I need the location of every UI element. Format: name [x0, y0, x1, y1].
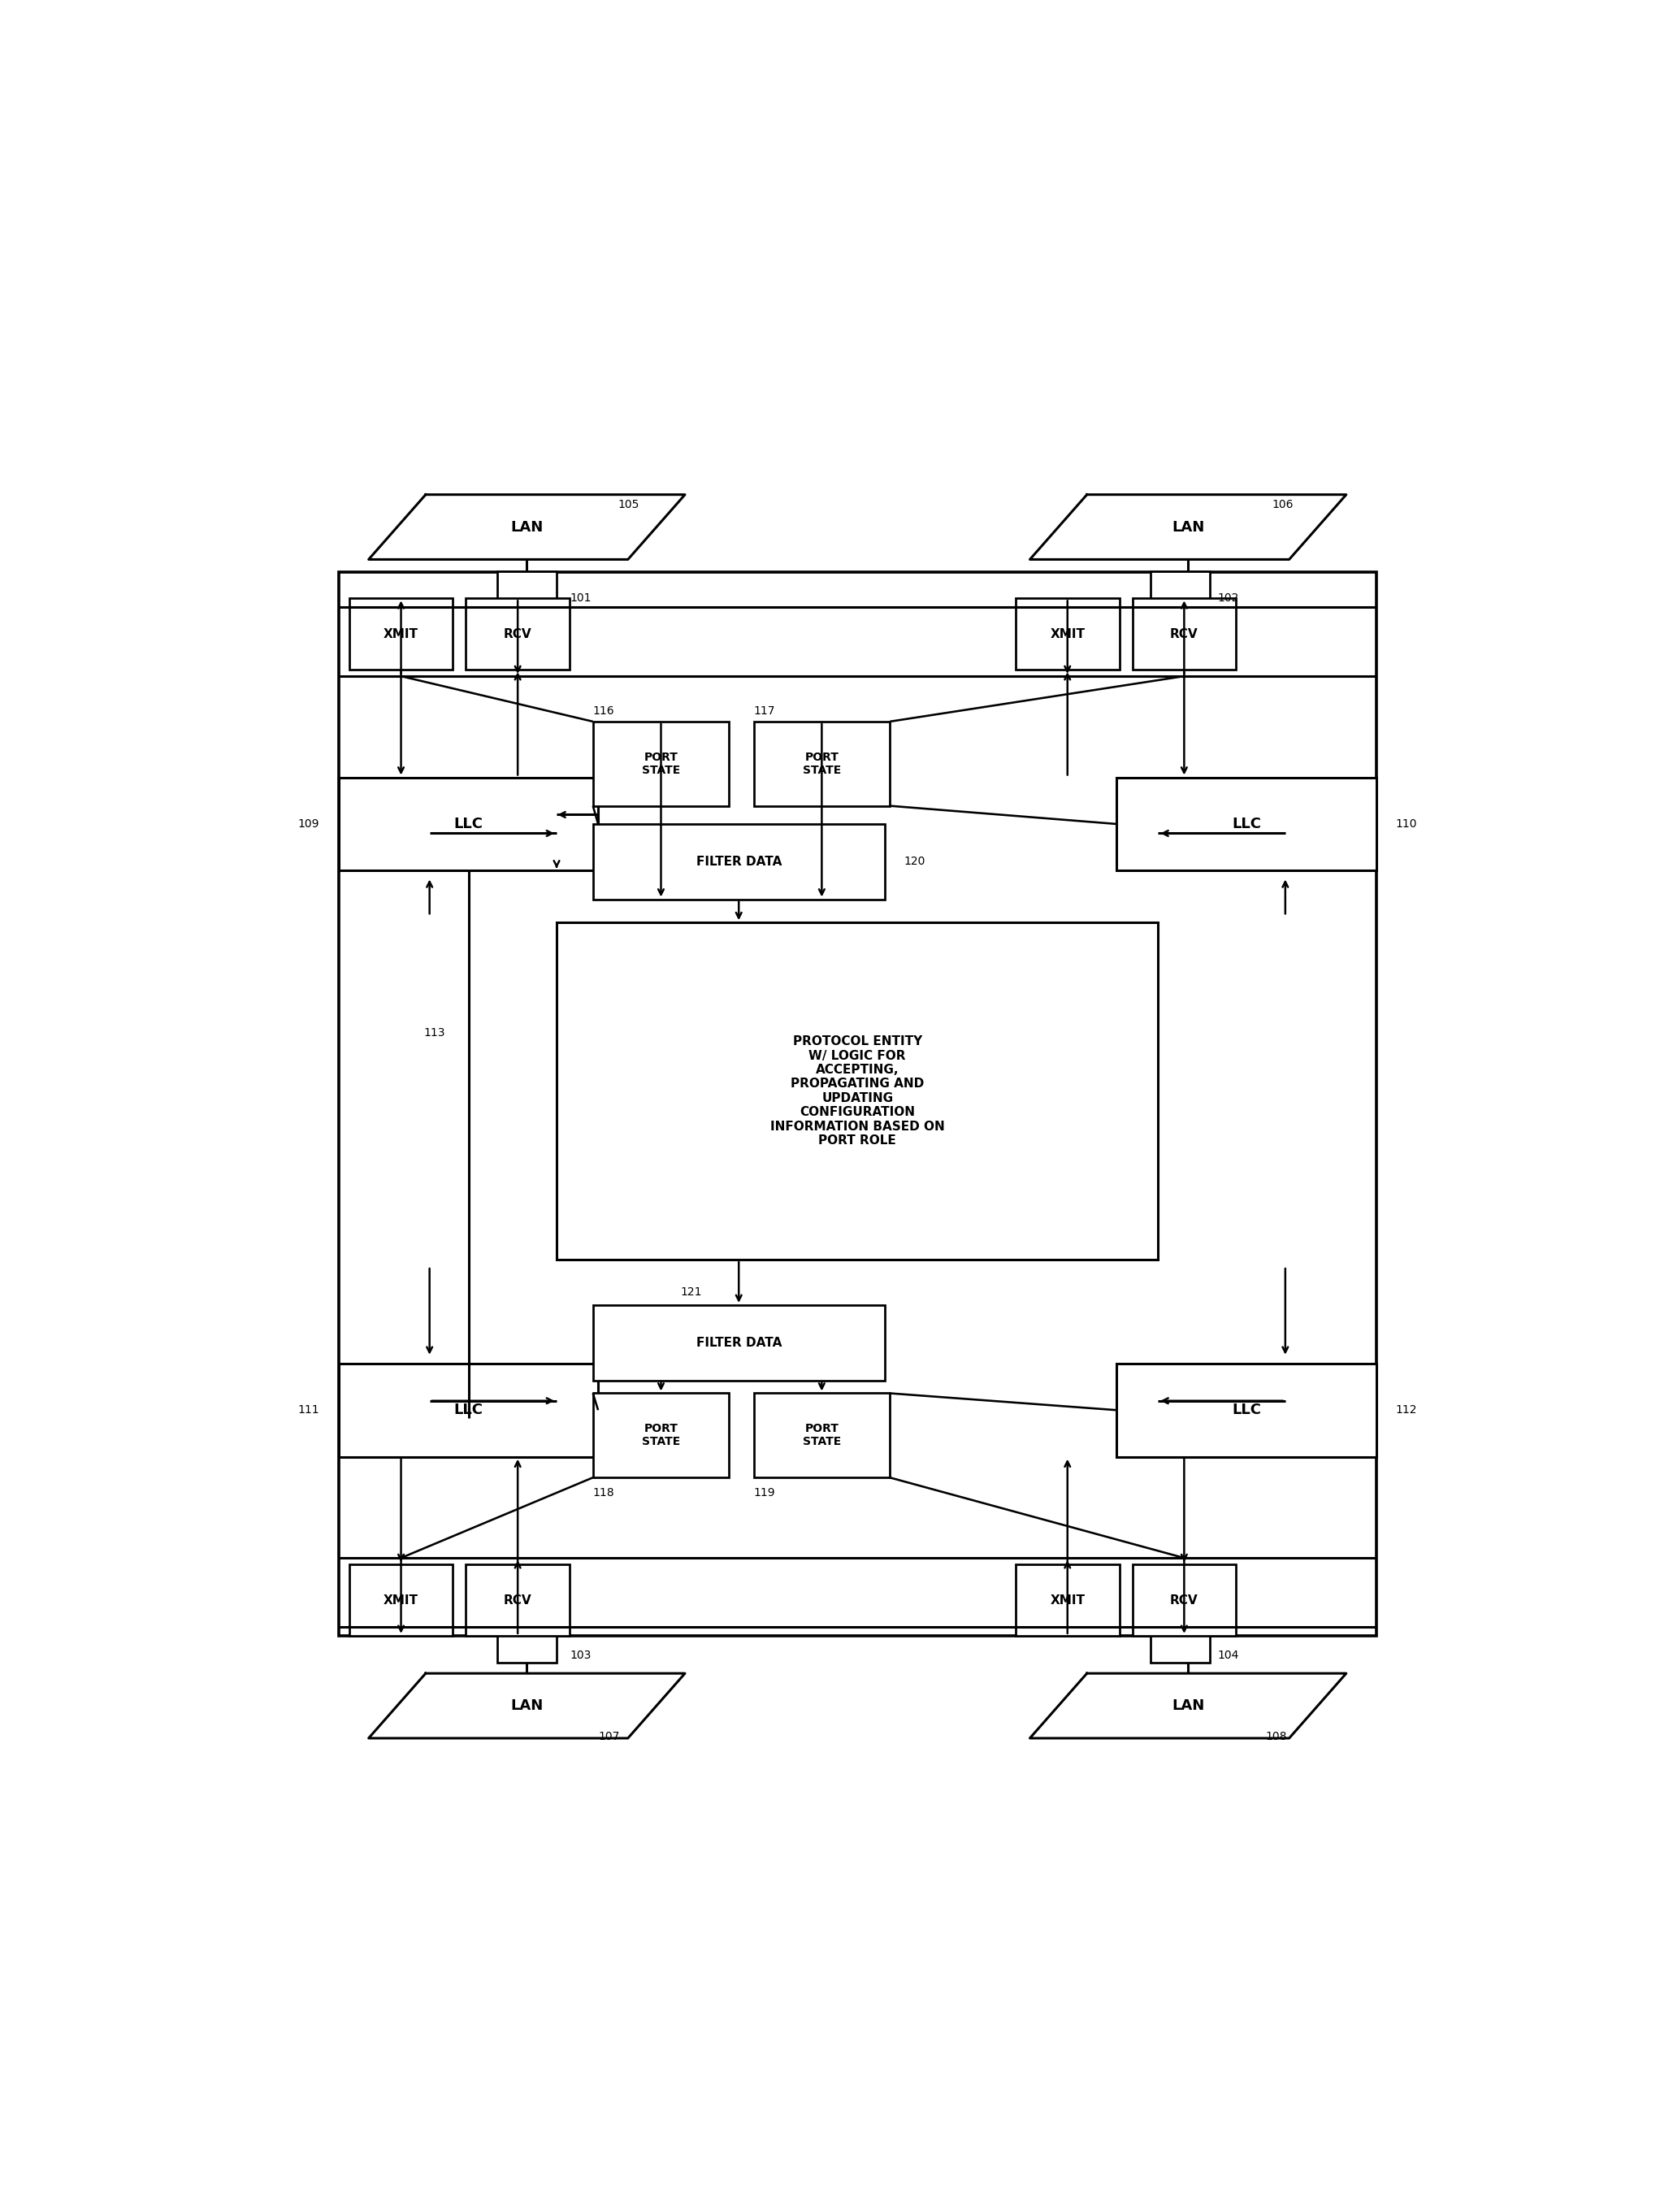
Text: XMIT: XMIT [1051, 1595, 1084, 1606]
Text: XMIT: XMIT [383, 628, 418, 639]
Polygon shape [1031, 495, 1347, 560]
Text: RCV: RCV [1169, 1595, 1198, 1606]
Bar [557, 922, 1158, 1259]
Text: XMIT: XMIT [1051, 628, 1084, 639]
Text: 103: 103 [569, 1650, 591, 1661]
Text: 111: 111 [298, 1405, 320, 1416]
Text: LAN: LAN [510, 520, 544, 535]
Bar [1118, 1363, 1375, 1458]
Text: LAN: LAN [1171, 1699, 1205, 1712]
Bar [592, 1394, 729, 1478]
Text: 109: 109 [298, 818, 320, 830]
Bar [592, 1305, 885, 1380]
Text: 107: 107 [599, 1732, 619, 1743]
Bar [338, 776, 599, 872]
Text: 102: 102 [1218, 593, 1240, 604]
Bar [497, 1626, 557, 1663]
Text: 116: 116 [592, 706, 614, 717]
Bar [465, 1564, 569, 1635]
Text: XMIT: XMIT [383, 1595, 418, 1606]
Bar [338, 1363, 599, 1458]
Bar [592, 721, 729, 805]
Text: PORT
STATE: PORT STATE [642, 1422, 681, 1447]
Text: PORT
STATE: PORT STATE [803, 1422, 842, 1447]
Bar [1151, 571, 1210, 608]
Bar [338, 573, 1375, 1635]
Text: 106: 106 [1271, 500, 1293, 511]
Bar [350, 1564, 453, 1635]
Text: 118: 118 [592, 1486, 614, 1500]
Polygon shape [1031, 1672, 1347, 1739]
Bar [1016, 1564, 1119, 1635]
Text: 105: 105 [617, 500, 639, 511]
Bar [753, 1394, 890, 1478]
Text: 117: 117 [753, 706, 775, 717]
Text: 110: 110 [1395, 818, 1417, 830]
Text: PROTOCOL ENTITY
W/ LOGIC FOR
ACCEPTING,
PROPAGATING AND
UPDATING
CONFIGURATION
I: PROTOCOL ENTITY W/ LOGIC FOR ACCEPTING, … [770, 1035, 945, 1146]
Polygon shape [368, 495, 684, 560]
Text: LLC: LLC [453, 816, 483, 832]
Text: LLC: LLC [1231, 816, 1261, 832]
Text: 113: 113 [423, 1026, 445, 1037]
Text: RCV: RCV [504, 1595, 532, 1606]
Polygon shape [368, 1672, 684, 1739]
Bar [753, 721, 890, 805]
Text: RCV: RCV [504, 628, 532, 639]
Text: 112: 112 [1395, 1405, 1417, 1416]
Text: 108: 108 [1266, 1732, 1287, 1743]
Text: PORT
STATE: PORT STATE [642, 752, 681, 776]
Bar [1133, 599, 1236, 670]
Text: 121: 121 [681, 1287, 703, 1298]
Text: 119: 119 [753, 1486, 775, 1500]
Bar [350, 599, 453, 670]
Bar [592, 825, 885, 900]
Bar [1151, 1626, 1210, 1663]
Bar [1016, 599, 1119, 670]
Bar [465, 599, 569, 670]
Text: LAN: LAN [510, 1699, 544, 1712]
Text: FILTER DATA: FILTER DATA [696, 1336, 781, 1349]
Text: 101: 101 [569, 593, 591, 604]
Text: 120: 120 [903, 856, 925, 867]
Text: LAN: LAN [1171, 520, 1205, 535]
Text: FILTER DATA: FILTER DATA [696, 856, 781, 867]
Text: RCV: RCV [1169, 628, 1198, 639]
Text: LLC: LLC [453, 1402, 483, 1418]
Text: 104: 104 [1218, 1650, 1240, 1661]
Bar [497, 571, 557, 608]
Bar [1133, 1564, 1236, 1635]
Text: LLC: LLC [1231, 1402, 1261, 1418]
Bar [1118, 776, 1375, 872]
Text: PORT
STATE: PORT STATE [803, 752, 842, 776]
